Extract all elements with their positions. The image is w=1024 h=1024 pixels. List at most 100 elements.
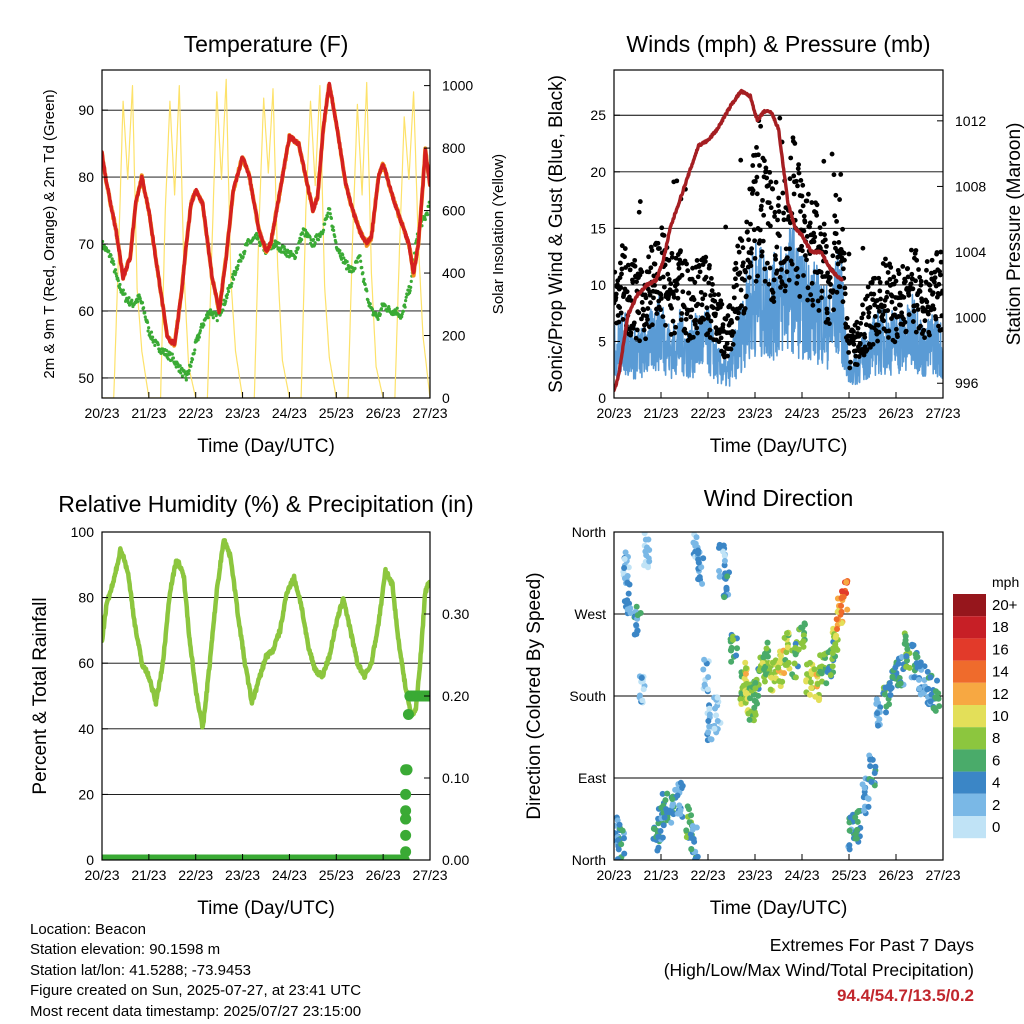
humidity-line xyxy=(102,538,430,730)
direction-point xyxy=(695,556,702,563)
y2-tick-label: 400 xyxy=(442,265,466,281)
direction-point xyxy=(846,827,853,834)
direction-point xyxy=(912,651,919,658)
gust-point xyxy=(767,265,773,271)
plot-frame xyxy=(101,69,431,399)
dewpoint-point xyxy=(404,295,408,299)
gust-point xyxy=(804,234,810,239)
direction-point xyxy=(838,602,845,609)
gust-point xyxy=(919,299,925,305)
x-tick-label: 23/23 xyxy=(225,405,260,421)
dewpoint-point xyxy=(135,300,140,304)
gust-point xyxy=(636,209,642,215)
gust-point xyxy=(707,263,712,268)
precip-series xyxy=(102,690,430,860)
gust-point xyxy=(822,232,827,238)
gust-point xyxy=(750,163,756,168)
direction-point xyxy=(916,685,923,692)
y2-tick-label: 600 xyxy=(442,203,466,219)
dewpoint-point xyxy=(383,304,387,308)
plot-area xyxy=(102,538,430,860)
x-tick-label: 27/23 xyxy=(412,867,447,883)
gust-point xyxy=(658,307,664,313)
gust-point xyxy=(780,190,786,196)
gust-point xyxy=(659,225,665,231)
direction-point xyxy=(903,663,910,670)
gust-point xyxy=(673,324,679,330)
gust-point xyxy=(660,274,666,280)
colorbar-label: 16 xyxy=(992,641,1009,658)
direction-point xyxy=(930,705,937,712)
gust-point xyxy=(679,311,685,316)
plot-area xyxy=(102,78,430,398)
gust-point xyxy=(893,326,899,332)
gust-point xyxy=(846,350,852,355)
x-tick-label: 20/23 xyxy=(596,405,631,421)
direction-point xyxy=(704,686,711,693)
gust-point xyxy=(858,331,864,337)
gust-point xyxy=(835,254,841,260)
gust-point xyxy=(906,312,912,318)
gust-point xyxy=(729,320,735,325)
direction-point xyxy=(808,685,815,692)
gust-point xyxy=(773,179,779,185)
precip-point xyxy=(400,846,412,858)
direction-point xyxy=(811,666,818,673)
gust-point xyxy=(735,243,741,249)
dewpoint-point xyxy=(401,309,405,313)
direction-point xyxy=(746,716,753,723)
gust-point xyxy=(713,311,718,317)
colorbar-swatch xyxy=(953,749,986,772)
gust-point xyxy=(759,249,765,255)
gust-point xyxy=(889,299,895,305)
direction-point xyxy=(664,790,671,797)
gust-point xyxy=(931,306,937,312)
direction-point xyxy=(706,705,713,712)
colorbar-label: 2 xyxy=(992,797,1000,814)
dewpoint-point xyxy=(301,231,305,236)
gust-point xyxy=(909,247,914,253)
gust-point xyxy=(878,296,883,302)
gust-point xyxy=(827,275,833,280)
y2-axis-label: Solar Insolation (Yellow) xyxy=(490,154,507,314)
gust-point xyxy=(627,267,633,273)
x-tick-label: 25/23 xyxy=(831,867,866,883)
direction-point xyxy=(662,797,669,804)
gust-point xyxy=(753,278,759,284)
gust-point xyxy=(733,266,739,272)
gust-point xyxy=(791,191,797,197)
gust-point xyxy=(647,292,653,298)
direction-point xyxy=(887,686,894,693)
gust-point xyxy=(758,203,764,209)
direction-point xyxy=(839,588,846,595)
direction-point xyxy=(633,622,640,629)
colorbar-label: 14 xyxy=(992,664,1009,681)
direction-point xyxy=(936,703,943,710)
colorbar-swatch xyxy=(953,682,986,705)
gust-point xyxy=(684,311,690,317)
gust-point xyxy=(851,329,856,334)
gust-point xyxy=(768,179,774,185)
direction-point xyxy=(844,606,851,613)
direction-point xyxy=(651,826,658,833)
gust-point xyxy=(884,289,890,295)
colorbar-label: 6 xyxy=(992,752,1000,769)
dewpoint-point xyxy=(341,253,345,257)
direction-point xyxy=(621,850,628,857)
gust-point xyxy=(740,245,746,251)
direction-point xyxy=(616,821,623,828)
dewpoint-point xyxy=(303,228,308,232)
direction-point xyxy=(807,679,814,686)
direction-point xyxy=(691,856,698,860)
direction-point xyxy=(669,796,676,803)
gust-point xyxy=(814,212,820,218)
gust-point xyxy=(634,327,640,333)
dewpoint-point xyxy=(224,299,228,303)
gust-point xyxy=(810,302,816,308)
gust-point xyxy=(914,302,920,308)
gust-point xyxy=(828,282,833,287)
direction-point xyxy=(624,579,631,586)
gust-point xyxy=(763,165,769,171)
dewpoint-point xyxy=(313,241,317,245)
gust-point xyxy=(837,284,843,290)
